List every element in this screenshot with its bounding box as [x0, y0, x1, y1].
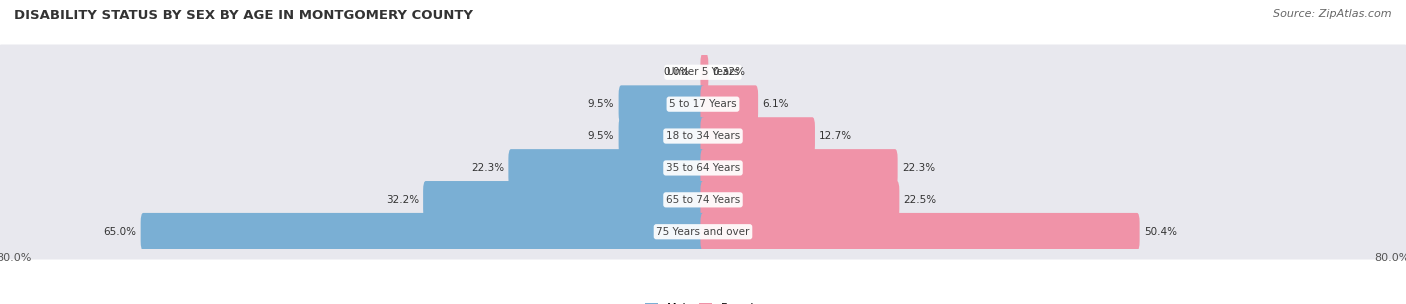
Text: 35 to 64 Years: 35 to 64 Years [666, 163, 740, 173]
Text: 22.5%: 22.5% [904, 195, 936, 205]
Text: 5 to 17 Years: 5 to 17 Years [669, 99, 737, 109]
FancyBboxPatch shape [0, 76, 1406, 132]
Text: 6.1%: 6.1% [762, 99, 789, 109]
Text: 12.7%: 12.7% [820, 131, 852, 141]
Legend: Male, Female: Male, Female [640, 298, 766, 304]
FancyBboxPatch shape [509, 149, 706, 187]
Text: 9.5%: 9.5% [588, 131, 614, 141]
Text: Under 5 Years: Under 5 Years [666, 67, 740, 77]
FancyBboxPatch shape [700, 213, 1140, 250]
Text: 18 to 34 Years: 18 to 34 Years [666, 131, 740, 141]
FancyBboxPatch shape [700, 181, 900, 219]
Text: 65.0%: 65.0% [104, 227, 136, 237]
Text: 50.4%: 50.4% [1144, 227, 1177, 237]
FancyBboxPatch shape [700, 54, 709, 91]
FancyBboxPatch shape [619, 117, 706, 155]
Text: 32.2%: 32.2% [385, 195, 419, 205]
FancyBboxPatch shape [0, 172, 1406, 228]
FancyBboxPatch shape [700, 85, 758, 123]
Text: 22.3%: 22.3% [901, 163, 935, 173]
Text: 0.32%: 0.32% [713, 67, 745, 77]
Text: 9.5%: 9.5% [588, 99, 614, 109]
Text: 65 to 74 Years: 65 to 74 Years [666, 195, 740, 205]
FancyBboxPatch shape [619, 85, 706, 123]
FancyBboxPatch shape [141, 213, 706, 250]
Text: Source: ZipAtlas.com: Source: ZipAtlas.com [1274, 9, 1392, 19]
Text: 22.3%: 22.3% [471, 163, 505, 173]
FancyBboxPatch shape [700, 149, 897, 187]
FancyBboxPatch shape [0, 140, 1406, 196]
FancyBboxPatch shape [0, 44, 1406, 100]
Text: DISABILITY STATUS BY SEX BY AGE IN MONTGOMERY COUNTY: DISABILITY STATUS BY SEX BY AGE IN MONTG… [14, 9, 472, 22]
FancyBboxPatch shape [0, 108, 1406, 164]
FancyBboxPatch shape [423, 181, 706, 219]
Text: 75 Years and over: 75 Years and over [657, 227, 749, 237]
FancyBboxPatch shape [0, 204, 1406, 260]
Text: 0.0%: 0.0% [664, 67, 690, 77]
FancyBboxPatch shape [700, 117, 815, 155]
